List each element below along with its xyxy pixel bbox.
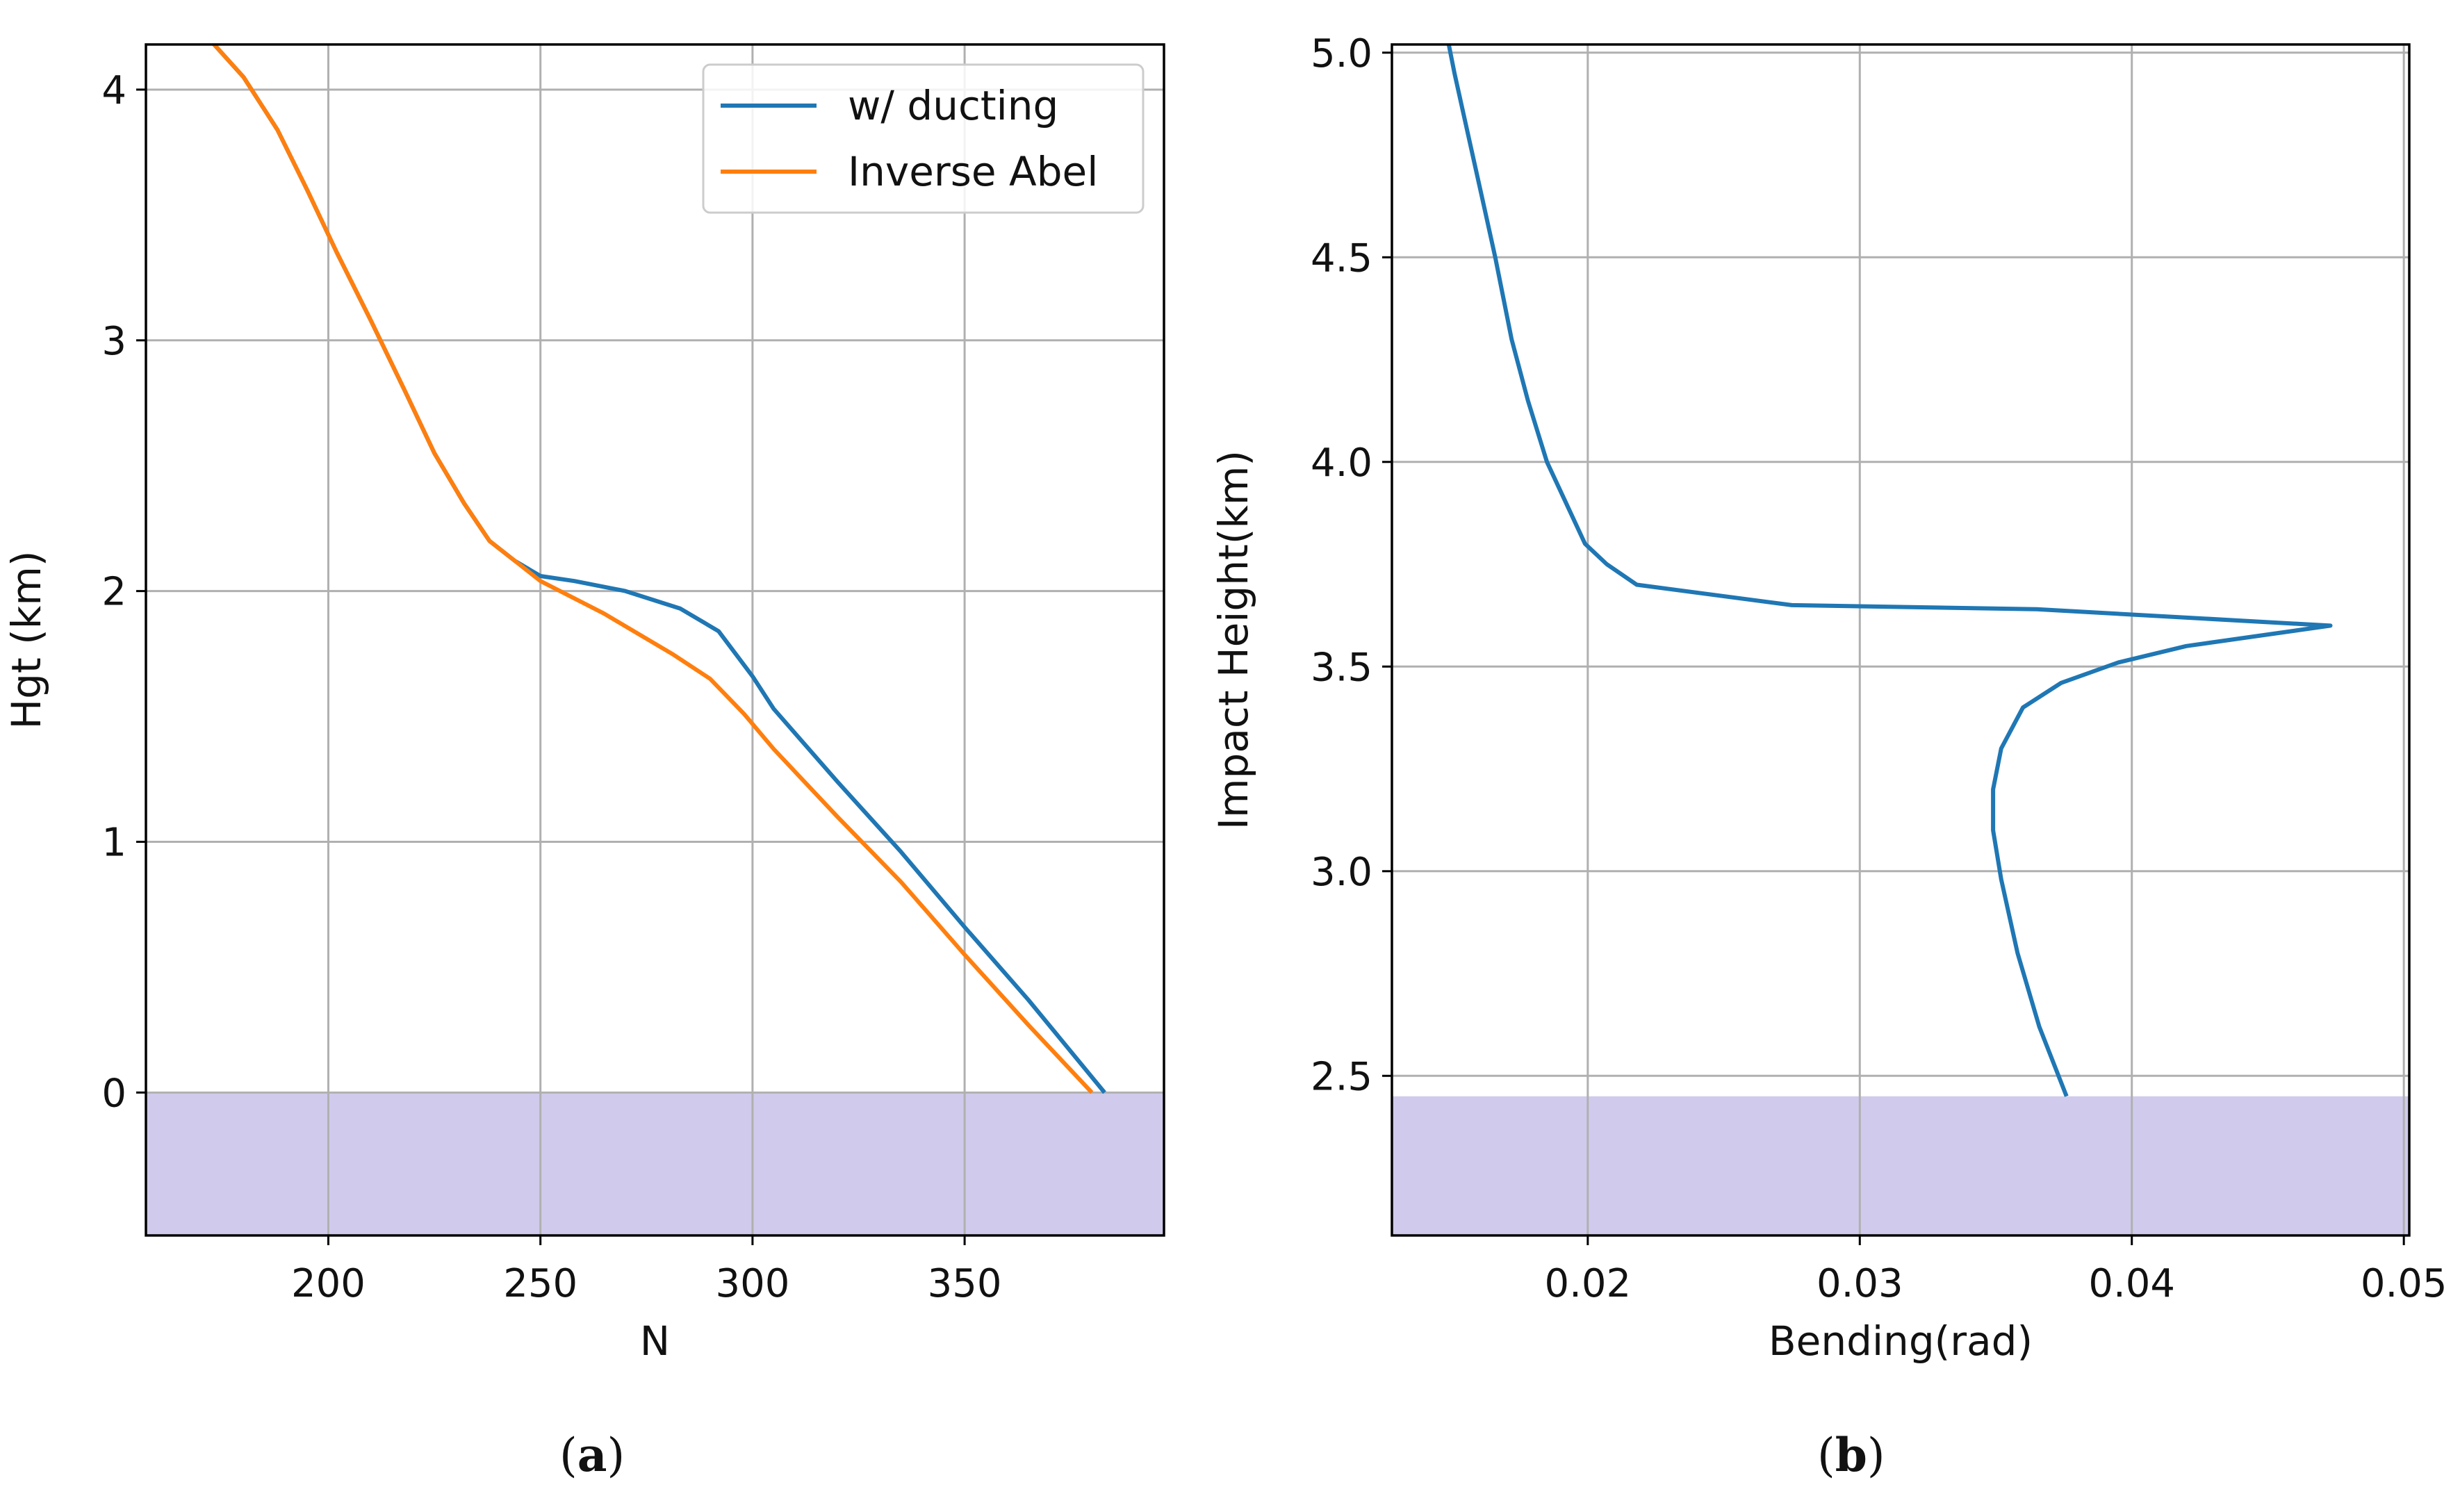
legend: w/ ducting Inverse Abel [702, 63, 1145, 214]
x-tick-label: 200 [291, 1261, 366, 1306]
y-axis-label: Hgt (km) [3, 551, 50, 730]
x-axis-label: N [640, 1317, 670, 1365]
x-tick-label: 250 [503, 1261, 577, 1306]
y-tick-label: 3 [101, 319, 126, 364]
y-tick-label: 4 [101, 68, 126, 113]
y-tick-label: 2.5 [1311, 1054, 1372, 1099]
y-tick-label: 2 [101, 570, 126, 615]
chart-panel-b: 0.02 0.03 0.04 0.05 2.5 3.0 3.5 4.0 4.5 5.0 Bendin… [1210, 31, 2447, 1365]
x-tick-label: 300 [715, 1261, 789, 1306]
caption-b: (b) [1817, 1428, 1885, 1482]
legend-box [702, 63, 1145, 214]
x-axis-label: Bending(rad) [1769, 1317, 2033, 1365]
y-axis-label: Impact Height(km) [1210, 450, 1257, 830]
x-tick-label: 0.04 [2088, 1261, 2175, 1306]
y-tick-label: 0 [101, 1071, 126, 1116]
y-tick-label: 5.0 [1311, 31, 1372, 76]
series-line-bending [1446, 44, 2333, 1097]
caption-a: (a) [559, 1428, 625, 1482]
x-tick-label: 350 [928, 1261, 1002, 1306]
y-tick-label: 3.5 [1311, 645, 1372, 690]
legend-label: Inverse Abel [848, 148, 1098, 195]
axes-frame [145, 43, 1165, 1237]
chart-panel-a: 200 250 300 350 0 1 2 3 4 N Hgt (km) w/ ducting Inve… [3, 43, 1165, 1365]
series-line-inverse-abel [211, 44, 1094, 1094]
shaded-region [1392, 1096, 2409, 1235]
x-tick-label: 0.05 [2361, 1261, 2447, 1306]
y-tick-label: 4.5 [1311, 236, 1372, 281]
y-tick-label: 1 [101, 820, 126, 865]
x-tick-label: 0.02 [1544, 1261, 1631, 1306]
legend-label: w/ ducting [848, 82, 1058, 129]
x-tick-label: 0.03 [1817, 1261, 1903, 1306]
y-tick-label: 3.0 [1311, 850, 1372, 895]
axes-frame [1391, 43, 2411, 1237]
shaded-region [146, 1092, 1164, 1235]
y-tick-label: 4.0 [1311, 441, 1372, 486]
